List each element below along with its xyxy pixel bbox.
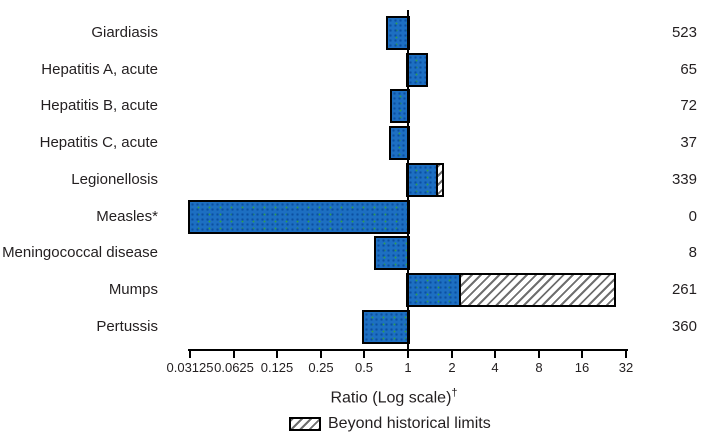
x-axis-tick-4: [494, 350, 496, 358]
x-axis-label-text: Ratio (Log scale): [330, 389, 452, 407]
x-axis-tick-0.03125: [189, 350, 191, 358]
ratio-bar-hepatitis-a-acute: [406, 53, 428, 87]
count-value-meningococcal-disease: 8: [688, 244, 697, 261]
disease-label-hepatitis-b-acute: Hepatitis B, acute: [40, 97, 158, 114]
x-axis-tick-label-0.25: 0.25: [308, 360, 334, 375]
x-axis-label: Ratio (Log scale)†: [330, 387, 457, 407]
ratio-bar-giardiasis: [386, 16, 410, 50]
x-axis-tick-label-4: 4: [491, 360, 499, 375]
count-value-hepatitis-b-acute: 72: [680, 97, 697, 114]
ratio-bar-hepatitis-b-acute: [390, 89, 410, 123]
count-value-hepatitis-c-acute: 37: [680, 134, 697, 151]
legend: Beyond historical limits: [289, 415, 491, 433]
ratio-bar-mumps: [406, 273, 616, 307]
count-value-hepatitis-a-acute: 65: [680, 61, 697, 78]
disease-label-giardiasis: Giardiasis: [91, 24, 158, 41]
ratio-bar-meningococcal-disease: [374, 236, 410, 270]
disease-label-measles: Measles*: [96, 208, 158, 225]
count-value-giardiasis: 523: [671, 24, 697, 41]
disease-label-hepatitis-a-acute: Hepatitis A, acute: [41, 61, 158, 78]
beyond-historical-limits-segment-legionellosis: [436, 165, 442, 195]
disease-label-pertussis: Pertussis: [96, 318, 158, 335]
reference-line-ratio-1: [407, 10, 409, 350]
x-axis-tick-8: [538, 350, 540, 358]
disease-label-mumps: Mumps: [108, 281, 158, 298]
count-value-measles: 0: [688, 208, 697, 225]
x-axis-tick-0.125: [276, 350, 278, 358]
disease-label-legionellosis: Legionellosis: [71, 171, 158, 188]
x-axis-tick-label-0.0625: 0.0625: [214, 360, 254, 375]
count-value-pertussis: 360: [671, 318, 697, 335]
x-axis-tick-0.25: [320, 350, 322, 358]
count-value-mumps: 261: [671, 281, 697, 298]
beyond-historical-limits-segment-mumps: [459, 275, 614, 305]
disease-label-meningococcal-disease: Meningococcal disease: [2, 244, 158, 261]
x-axis-tick-label-2: 2: [448, 360, 456, 375]
x-axis-tick-label-16: 16: [574, 360, 590, 375]
x-axis-tick-0.5: [363, 350, 365, 358]
x-axis-tick-label-8: 8: [535, 360, 543, 375]
beyond-historical-limits-swatch: [289, 417, 321, 431]
x-axis-tick-label-0.03125: 0.03125: [166, 360, 214, 375]
ratio-bar-legionellosis: [406, 163, 444, 197]
legend-label: Beyond historical limits: [328, 415, 491, 432]
x-axis-tick-label-0.125: 0.125: [260, 360, 294, 375]
ratio-bar-hepatitis-c-acute: [389, 126, 410, 160]
x-axis-tick-label-0.5: 0.5: [354, 360, 374, 375]
x-axis-tick-0.0625: [233, 350, 235, 358]
x-axis-tick-16: [581, 350, 583, 358]
x-axis-tick-label-32: 32: [618, 360, 634, 375]
count-value-legionellosis: 339: [671, 171, 697, 188]
disease-label-hepatitis-c-acute: Hepatitis C, acute: [39, 134, 158, 151]
x-axis-tick-label-1: 1: [404, 360, 412, 375]
x-axis-tick-2: [451, 350, 453, 358]
x-axis-tick-1: [407, 350, 409, 358]
x-axis-label-dagger: †: [451, 387, 458, 399]
x-axis-tick-32: [625, 350, 627, 358]
ratio-bar-measles: [188, 200, 410, 234]
ratio-bar-pertussis: [362, 310, 410, 344]
